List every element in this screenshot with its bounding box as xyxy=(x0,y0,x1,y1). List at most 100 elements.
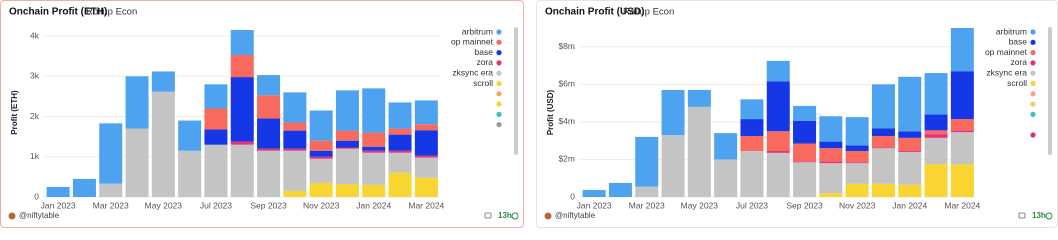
legend-label: op mainnet xyxy=(985,47,1028,57)
bar-segment xyxy=(335,130,359,141)
bar-segment xyxy=(414,124,438,131)
legend-swatch xyxy=(496,91,502,97)
legend-swatch xyxy=(496,29,502,35)
bar-segment xyxy=(125,76,149,129)
bar-segment xyxy=(924,137,948,165)
legend-swatch xyxy=(496,50,502,56)
footer-user: @niftytable xyxy=(555,211,596,220)
bar-segment xyxy=(661,135,685,197)
legend-swatch xyxy=(496,70,502,76)
bar-segment xyxy=(46,186,70,197)
bar-segment xyxy=(388,134,412,151)
bar-segment xyxy=(204,108,228,130)
bar-segment xyxy=(99,123,123,184)
x-tick-label: Sep 2023 xyxy=(250,200,287,210)
x-tick-label: Jan 2023 xyxy=(41,200,76,210)
y-axis-label: Profit (ETH) xyxy=(10,90,19,135)
bar-segment xyxy=(661,89,685,136)
bar-segment xyxy=(125,128,149,197)
bar-segment xyxy=(335,184,359,197)
bar-segment xyxy=(204,84,228,109)
bar-segment xyxy=(283,92,307,123)
bar-segment xyxy=(740,99,764,120)
legend-swatch xyxy=(1030,60,1036,66)
bar-segment xyxy=(335,147,359,149)
bar-segment xyxy=(924,114,948,131)
bar-segment xyxy=(898,150,922,152)
bar-segment xyxy=(309,182,333,197)
y-tick-label: 3k xyxy=(30,71,40,81)
bar-segment xyxy=(950,132,974,165)
x-tick-label: Jul 2023 xyxy=(736,200,768,210)
x-tick-label: Jan 2023 xyxy=(577,200,612,210)
legend-swatch xyxy=(1030,111,1036,117)
bar-segment xyxy=(414,130,438,156)
bar-segment xyxy=(845,163,869,184)
bar-segment xyxy=(845,162,869,164)
bar-segment xyxy=(362,146,386,151)
bar-segment xyxy=(793,161,817,163)
legend-label: zora xyxy=(1010,57,1027,67)
y-tick-label: 2k xyxy=(30,111,40,121)
bar-segment xyxy=(898,137,922,151)
legend-label: arbitrum xyxy=(462,26,493,36)
bar-segment xyxy=(362,152,386,185)
bar-segment xyxy=(204,144,228,197)
bar-segment xyxy=(362,88,386,133)
x-tick-label: May 2023 xyxy=(681,200,719,210)
y-tick-label: $8m xyxy=(558,41,575,51)
footer-age: 13h xyxy=(1032,211,1046,220)
bar-segment xyxy=(871,135,895,148)
panel: Onchain Profit (ETH) Rollup Econ Profit (E… xyxy=(0,0,524,228)
footer-age: 13h xyxy=(498,211,512,220)
bar-segment xyxy=(388,152,412,173)
bar-segment xyxy=(151,71,175,92)
legend-swatch xyxy=(1030,132,1036,138)
bar-segment xyxy=(819,163,843,194)
bar-segment xyxy=(283,190,307,197)
bar-segment xyxy=(740,150,764,197)
bar-segment xyxy=(845,183,869,197)
legend-swatch xyxy=(496,80,502,87)
bar-segment xyxy=(335,90,359,131)
chart-title: Onchain Profit (USD) xyxy=(545,7,644,18)
x-tick-label: Nov 2023 xyxy=(303,200,340,210)
bar-segment xyxy=(257,150,281,197)
bar-segment xyxy=(635,136,659,187)
bar-segment xyxy=(924,130,948,135)
chart-title: Onchain Profit (ETH) xyxy=(9,7,107,18)
bar-segment xyxy=(845,150,869,163)
bar-segment xyxy=(230,144,254,197)
bar-segment xyxy=(257,75,281,96)
bar-segment xyxy=(335,140,359,148)
x-tick-label: Nov 2023 xyxy=(839,200,876,210)
bar-segment xyxy=(151,91,175,197)
legend-label: zksync era xyxy=(452,67,493,77)
legend-swatch xyxy=(496,122,502,128)
bar-segment xyxy=(924,164,948,197)
bar-segment xyxy=(871,84,895,129)
bar-segment xyxy=(230,30,254,55)
bar-segment xyxy=(257,118,281,149)
y-tick-label: 1k xyxy=(30,151,40,161)
y-tick-label: $6m xyxy=(558,79,575,89)
bar-segment xyxy=(283,148,307,151)
x-tick-label: Jul 2023 xyxy=(200,200,232,210)
bar-segment xyxy=(819,193,843,197)
bar-segment xyxy=(687,106,711,197)
bar-segment xyxy=(950,119,974,131)
bar-segment xyxy=(204,129,228,145)
bar-segment xyxy=(714,133,738,160)
tab-label: Rollup Econ xyxy=(623,7,674,18)
y-tick-label: $4m xyxy=(558,116,575,126)
bar-segment xyxy=(230,54,254,78)
bar-segment xyxy=(950,164,974,197)
chart: Onchain Profit (ETH)Rollup Econ Profit (E… xyxy=(8,7,519,220)
legend-label: base xyxy=(1009,37,1028,47)
bar-segment xyxy=(819,148,843,162)
bar-segment xyxy=(388,102,412,129)
bar-segment xyxy=(819,141,843,149)
bar-segment xyxy=(793,162,817,197)
avatar xyxy=(544,212,552,220)
page: Onchain Profit (ETH) Rollup Econ Profit (E… xyxy=(0,0,1058,228)
